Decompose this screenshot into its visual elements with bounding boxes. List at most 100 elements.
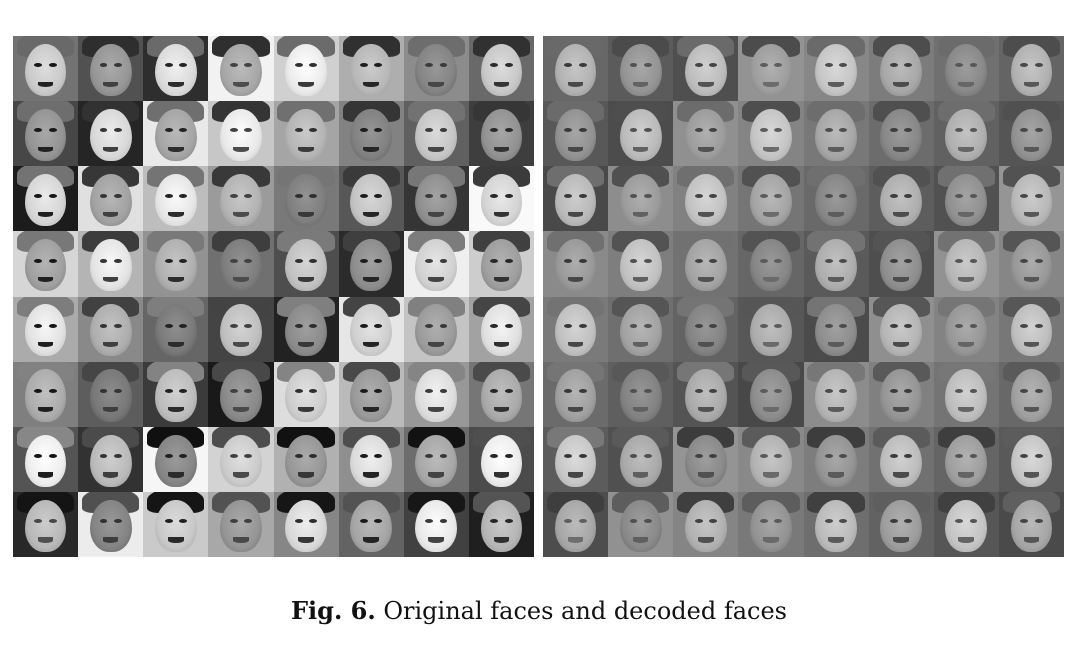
face-eye-right [48,388,57,393]
face-eye-right [374,323,383,328]
face-eye-right [504,63,513,68]
face-eye-left [629,193,638,198]
face-shape [554,499,597,552]
face-shape [24,174,67,227]
decoded-face-thumbnail [608,296,674,362]
face-eye-right [244,258,252,263]
face-eye-right [578,128,587,133]
face-shape [220,499,262,552]
face-mouth [828,472,844,478]
face-mouth [167,342,184,348]
face-shape [815,174,857,227]
face-eye-right [904,258,913,263]
original-face-thumbnail [468,166,534,232]
face-eye-left [759,128,768,133]
face-mouth [958,146,975,152]
decoded-face-thumbnail [933,36,999,102]
decoded-face-thumbnail [673,166,739,232]
original-face-thumbnail [13,166,79,232]
face-eye-right [709,323,717,328]
face-eye-right [504,258,513,263]
face-shape [89,108,132,162]
face-mouth [167,276,184,283]
face-shape [285,108,327,162]
face-eye-right [179,454,187,458]
face-eye-left [490,128,499,133]
face-eye-right [969,258,978,263]
decoded-face-thumbnail [803,361,869,427]
face-shape [480,174,523,227]
face-shape [154,108,197,162]
face-eye-left [360,63,368,68]
face-shape [480,499,523,552]
original-face-thumbnail [208,491,274,557]
face-mouth [893,537,909,543]
face-eye-right [578,388,587,393]
face-mouth [167,81,184,87]
face-eye-right [48,193,57,198]
face-mouth [763,407,779,413]
face-eye-left [490,63,499,68]
decoded-faces-grid [543,36,1064,557]
face-eye-left [694,519,703,524]
decoded-face-thumbnail [868,296,934,362]
face-eye-left [34,323,43,328]
face-shape [285,43,327,96]
face-eye-right [504,323,513,328]
decoded-face-thumbnail [543,426,609,492]
original-face-thumbnail [273,361,339,427]
face-eye-right [969,454,978,458]
face-shape [815,434,857,487]
face-eye-left [564,323,573,328]
face-shape [24,108,67,162]
face-shape [350,499,393,552]
face-eye-left [824,193,833,198]
face-eye-right [839,128,848,133]
face-eye-right [113,128,122,133]
face-mouth [298,407,314,413]
face-eye-left [229,258,238,263]
face-shape [480,108,523,162]
face-eye-left [824,454,833,458]
face-shape [619,304,662,357]
face-mouth [493,276,510,283]
face-mouth [298,276,314,283]
face-eye-left [629,454,638,458]
face-mouth [1023,342,1040,348]
face-eye-left [564,193,573,198]
face-shape [1010,499,1053,552]
face-eye-right [48,519,57,524]
decoded-face-thumbnail [673,36,739,102]
face-eye-left [955,258,964,263]
face-eye-left [490,323,499,328]
face-mouth [102,342,119,348]
face-mouth [697,276,714,283]
face-shape [684,499,727,552]
face-eye-right [309,258,318,263]
decoded-face-thumbnail [738,36,804,102]
face-eye-left [294,388,303,393]
decoded-face-thumbnail [868,101,934,167]
face-mouth [958,211,975,218]
face-eye-right [969,519,978,524]
face-mouth [893,342,909,348]
face-mouth [632,407,649,413]
original-face-thumbnail [468,361,534,427]
original-face-thumbnail [143,36,209,102]
original-face-thumbnail [338,231,404,297]
original-face-thumbnail [338,36,404,102]
face-eye-left [824,63,833,68]
face-eye-right [179,193,187,198]
decoded-face-thumbnail [933,231,999,297]
face-eye-left [890,193,898,198]
face-mouth [298,81,314,87]
face-mouth [233,472,249,478]
face-eye-right [309,128,318,133]
figure-caption-label: Fig. 6. [291,596,376,625]
face-eye-right [439,323,448,328]
original-face-thumbnail [78,101,144,167]
face-eye-right [113,323,122,328]
face-eye-right [839,519,848,524]
original-face-thumbnail [338,426,404,492]
face-eye-right [969,388,978,393]
